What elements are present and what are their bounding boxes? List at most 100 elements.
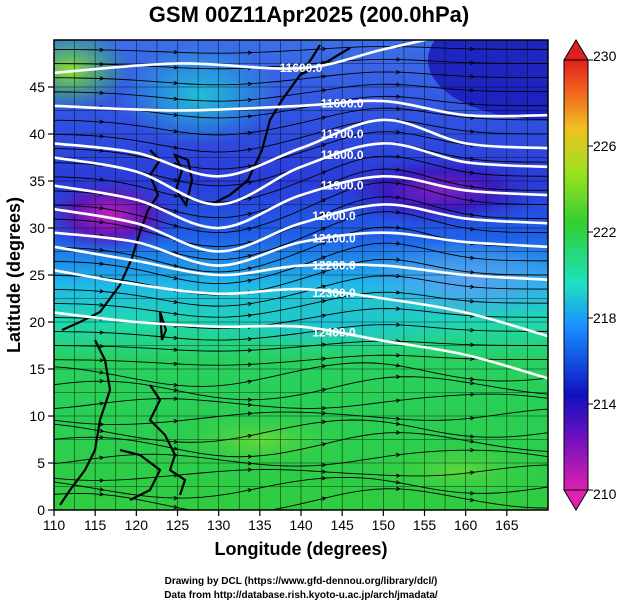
streamline-arrow xyxy=(321,462,327,468)
streamline-arrow xyxy=(395,421,401,426)
streamline-arrow xyxy=(321,442,327,447)
colorbar-min-arrow xyxy=(563,489,589,511)
streamline-arrow xyxy=(321,226,327,231)
streamline-arrow xyxy=(99,61,105,67)
streamline-arrow xyxy=(469,156,476,162)
streamline-arrow xyxy=(469,439,476,444)
contour-label: 11800.0 xyxy=(321,148,364,162)
x-tick-label: 135 xyxy=(248,517,272,533)
contour-line xyxy=(54,174,548,230)
streamline-arrow xyxy=(99,478,105,483)
colorbar-tick-label: 218 xyxy=(593,310,617,326)
contour-line xyxy=(54,245,548,281)
streamline-arrow xyxy=(469,470,476,475)
streamline-arrow xyxy=(321,115,327,120)
streamline-arrow xyxy=(395,257,401,262)
streamline-arrow xyxy=(395,486,401,491)
contour-line xyxy=(54,231,548,267)
colorbar-tick-label: 210 xyxy=(593,486,617,502)
streamline-arrow xyxy=(469,129,476,134)
streamline-arrow xyxy=(321,241,327,246)
streamline-arrow xyxy=(321,255,327,260)
colorbar-ticks: 210 214 218 222 226 230 xyxy=(588,48,617,502)
x-tick-label: 130 xyxy=(207,517,231,533)
credit-data: Data from http://database.rish.kyoto-u.a… xyxy=(164,590,438,601)
china-coastline xyxy=(61,149,162,332)
height-contours: 11600.0 11600.0 11700.0 11800.0 11900.0 12000… xyxy=(54,40,548,380)
contour-line xyxy=(54,142,548,206)
streamline-arrow xyxy=(469,380,476,386)
streamline-arrow xyxy=(247,488,253,493)
streamline-arrow xyxy=(395,306,401,311)
streamline-arrow xyxy=(321,469,327,474)
streamline-arrow xyxy=(99,76,105,81)
streamline-arrow xyxy=(99,428,105,434)
streamline-arrow xyxy=(395,398,401,403)
streamline-arrow xyxy=(470,392,476,397)
streamline-arrow xyxy=(395,353,401,358)
streamline-arrow xyxy=(99,247,105,253)
streamline-arrow xyxy=(99,370,105,375)
contour-line xyxy=(54,40,431,75)
streamline-arrow xyxy=(247,50,253,55)
streamline-arrow xyxy=(321,496,327,501)
streamline-arrow xyxy=(247,254,253,259)
streamline-arrow xyxy=(247,81,253,87)
streamline-arrow xyxy=(395,69,401,75)
streamline-arrow xyxy=(99,343,105,349)
streamline-arrow xyxy=(395,82,401,87)
y-tick-label: 30 xyxy=(29,220,45,236)
streamline-arrow xyxy=(395,322,401,327)
x-tick-label: 165 xyxy=(495,517,519,533)
streamline-arrow xyxy=(247,454,253,459)
streamline-arrow xyxy=(99,435,105,440)
streamline-arrow xyxy=(470,447,476,453)
north-east-cold-pool xyxy=(428,40,548,120)
streamline-arrow xyxy=(321,406,327,411)
streamline-arrow xyxy=(99,90,105,96)
contour-label: 11900.0 xyxy=(321,179,364,193)
jet-core-east xyxy=(330,152,548,228)
streamline-arrow xyxy=(469,376,476,382)
streamline-arrow xyxy=(470,328,476,333)
taiwan-coastline xyxy=(158,311,168,341)
streamline-arrow xyxy=(321,419,327,425)
streamline-arrow xyxy=(470,74,476,79)
y-tick-label: 45 xyxy=(29,79,45,95)
streamline-arrow xyxy=(247,97,253,103)
streamline-arrow xyxy=(395,209,401,215)
streamline-arrow xyxy=(470,46,476,52)
contour-label: 12300.0 xyxy=(312,286,356,300)
streamline-arrow xyxy=(395,167,401,172)
streamline-arrow xyxy=(247,411,253,416)
warm-patch-northwest xyxy=(54,40,130,110)
streamline-arrow xyxy=(395,416,401,422)
streamline-arrow xyxy=(99,134,105,139)
contour-label: 12000.0 xyxy=(312,209,356,223)
streamline-arrow xyxy=(469,270,476,275)
x-tick-label: 150 xyxy=(372,517,396,533)
streamline-arrow xyxy=(395,374,401,379)
y-tick-label: 5 xyxy=(37,455,45,471)
philippines-coastline xyxy=(148,384,187,496)
streamline-arrow xyxy=(395,480,401,485)
streamline-arrow xyxy=(469,212,476,218)
streamline-arrow xyxy=(321,299,327,304)
streamline-arrow xyxy=(247,301,253,307)
streamline-arrow xyxy=(395,452,401,458)
colorbar-tick-label: 222 xyxy=(593,224,617,240)
streamline-arrow xyxy=(395,290,401,295)
borneo-coastline xyxy=(119,448,162,501)
streamline-arrow xyxy=(470,88,476,93)
streamline-arrow xyxy=(469,255,476,261)
streamline-arrow xyxy=(247,266,253,271)
streamline-arrow xyxy=(469,416,476,421)
contour-line xyxy=(54,269,548,338)
coastlines xyxy=(59,44,351,506)
streamline-arrow xyxy=(469,184,476,189)
y-axis: 0 5 10 15 20 25 30 35 40 45 xyxy=(29,79,54,518)
contour-line xyxy=(54,203,548,253)
streamline-arrow xyxy=(470,299,476,304)
x-tick-label: 115 xyxy=(84,517,107,533)
streamline-arrow xyxy=(470,491,476,496)
